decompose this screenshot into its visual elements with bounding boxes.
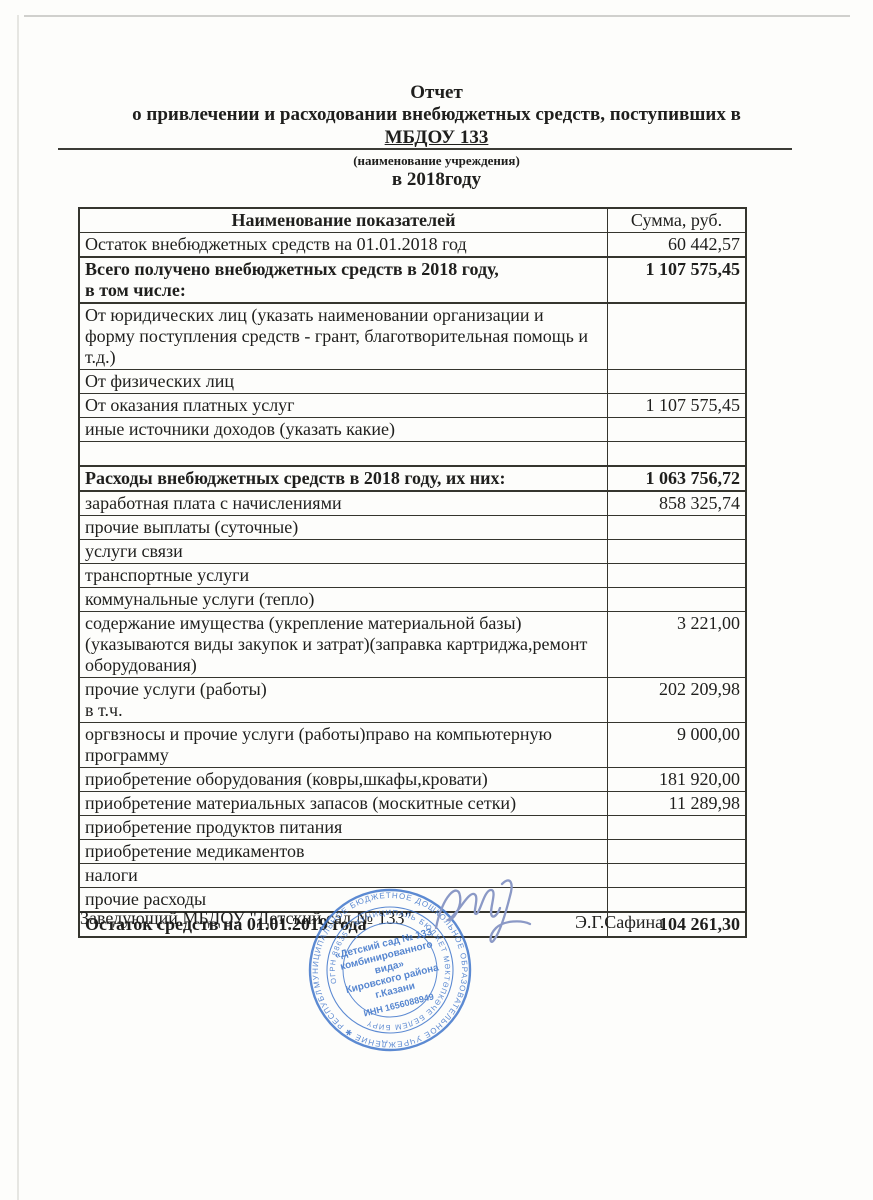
report-title-block: Отчет о привлечении и расходовании внебю… [0, 82, 873, 149]
scan-artifact-left-edge [17, 15, 19, 1200]
table-row: Остаток внебюджетных средств на 01.01.20… [78, 232, 747, 258]
institution-name: МБДОУ 133 [384, 127, 489, 148]
row-value: 181 920,00 [607, 767, 747, 792]
signer-name: Э.Г.Сафина [575, 912, 664, 932]
row-label: приобретение продуктов питания [78, 815, 608, 840]
row-value: 1 063 756,72 [607, 465, 747, 492]
row-value: 60 442,57 [607, 232, 747, 258]
report-year: в 2018году [391, 169, 482, 190]
row-value [607, 839, 747, 864]
report-table-body: Остаток внебюджетных средств на 01.01.20… [78, 232, 747, 938]
row-value [607, 587, 747, 612]
row-value: 3 221,00 [607, 611, 747, 678]
row-value: 11 289,98 [607, 791, 747, 816]
table-row: прочие услуги (работы) в т.ч. 202 209,98 [78, 677, 747, 723]
table-row: коммунальные услуги (тепло) [78, 587, 747, 612]
row-label: Остаток внебюджетных средств на 01.01.20… [78, 232, 608, 258]
table-row: приобретение медикаментов [78, 839, 747, 864]
row-value: 104 261,30 [607, 911, 747, 938]
scan-artifact-top-edge [24, 15, 850, 17]
table-row: От физических лиц [78, 369, 747, 394]
signer-title: Заведующий МБДОУ "Детский сад № 133" [80, 908, 412, 928]
row-label: приобретение материальных запасов (моски… [78, 791, 608, 816]
table-row [78, 441, 747, 467]
row-value [607, 515, 747, 540]
row-label: оргвзносы и прочие услуги (работы)право … [78, 722, 608, 768]
row-label: От физических лиц [78, 369, 608, 394]
row-value [607, 369, 747, 394]
table-row: От оказания платных услуг 1 107 575,45 [78, 393, 747, 418]
table-row: транспортные услуги [78, 563, 747, 588]
handwritten-signature [434, 879, 532, 943]
table-row: приобретение оборудования (ковры,шкафы,к… [78, 767, 747, 792]
row-label: приобретение оборудования (ковры,шкафы,к… [78, 767, 608, 792]
row-label: налоги [78, 863, 608, 888]
row-value: 858 325,74 [607, 490, 747, 516]
row-label: От юридических лиц (указать наименовании… [78, 302, 608, 370]
row-value: 202 209,98 [607, 677, 747, 723]
table-row: приобретение продуктов питания [78, 815, 747, 840]
report-table-head: Наименование показателей Сумма, руб. [78, 207, 747, 233]
row-value [607, 887, 747, 913]
table-row: От юридических лиц (указать наименовании… [78, 302, 747, 370]
report-title: Отчет [410, 82, 463, 103]
table-row: иные источники доходов (указать какие) [78, 417, 747, 442]
table-row: заработная плата с начислениями 858 325,7… [78, 490, 747, 516]
row-label: иные источники доходов (указать какие) [78, 417, 608, 442]
row-value [607, 417, 747, 442]
table-row: Остаток средств на 01.01.2019 года 104 26… [78, 911, 747, 938]
row-label: приобретение медикаментов [78, 839, 608, 864]
row-value [607, 815, 747, 840]
row-label: заработная плата с начислениями [78, 490, 608, 516]
institution-underline [58, 148, 792, 150]
table-row: прочие выплаты (суточные) [78, 515, 747, 540]
row-label: коммунальные услуги (тепло) [78, 587, 608, 612]
row-label: транспортные услуги [78, 563, 608, 588]
row-label: От оказания платных услуг [78, 393, 608, 418]
institution-caption: (наименование учреждения) [353, 153, 520, 168]
row-value [607, 302, 747, 370]
row-label [78, 441, 608, 467]
table-row: приобретение материальных запасов (моски… [78, 791, 747, 816]
table-row: налоги [78, 863, 747, 888]
table-row: Всего получено внебюджетных средств в 20… [78, 256, 747, 304]
row-label: Расходы внебюджетных средств в 2018 году… [78, 465, 608, 492]
row-value [607, 441, 747, 467]
table-header-row: Наименование показателей Сумма, руб. [78, 207, 747, 233]
row-label: Всего получено внебюджетных средств в 20… [78, 256, 608, 304]
table-row: содержание имущества (укрепление материа… [78, 611, 747, 678]
column-header-sum: Сумма, руб. [607, 207, 747, 233]
report-table: Наименование показателей Сумма, руб. Ост… [78, 207, 747, 938]
row-label: прочие услуги (работы) в т.ч. [78, 677, 608, 723]
table-row: Расходы внебюджетных средств в 2018 году… [78, 465, 747, 492]
report-subtitle: о привлечении и расходовании внебюджетны… [132, 104, 741, 125]
row-label: прочие выплаты (суточные) [78, 515, 608, 540]
row-value: 1 107 575,45 [607, 256, 747, 304]
row-label: содержание имущества (укрепление материа… [78, 611, 608, 678]
round-stamp: МУНИЦИПАЛЬНОЕ БЮДЖЕТНОЕ ДОШКОЛЬНОЕ ОБРАЗ… [304, 884, 476, 1056]
row-value [607, 539, 747, 564]
row-value [607, 863, 747, 888]
column-header-indicators: Наименование показателей [78, 207, 608, 233]
row-value: 1 107 575,45 [607, 393, 747, 418]
row-label: Остаток средств на 01.01.2019 года [78, 911, 608, 938]
table-row: оргвзносы и прочие услуги (работы)право … [78, 722, 747, 768]
table-row: услуги связи [78, 539, 747, 564]
row-value: 9 000,00 [607, 722, 747, 768]
row-value [607, 563, 747, 588]
row-label: услуги связи [78, 539, 608, 564]
